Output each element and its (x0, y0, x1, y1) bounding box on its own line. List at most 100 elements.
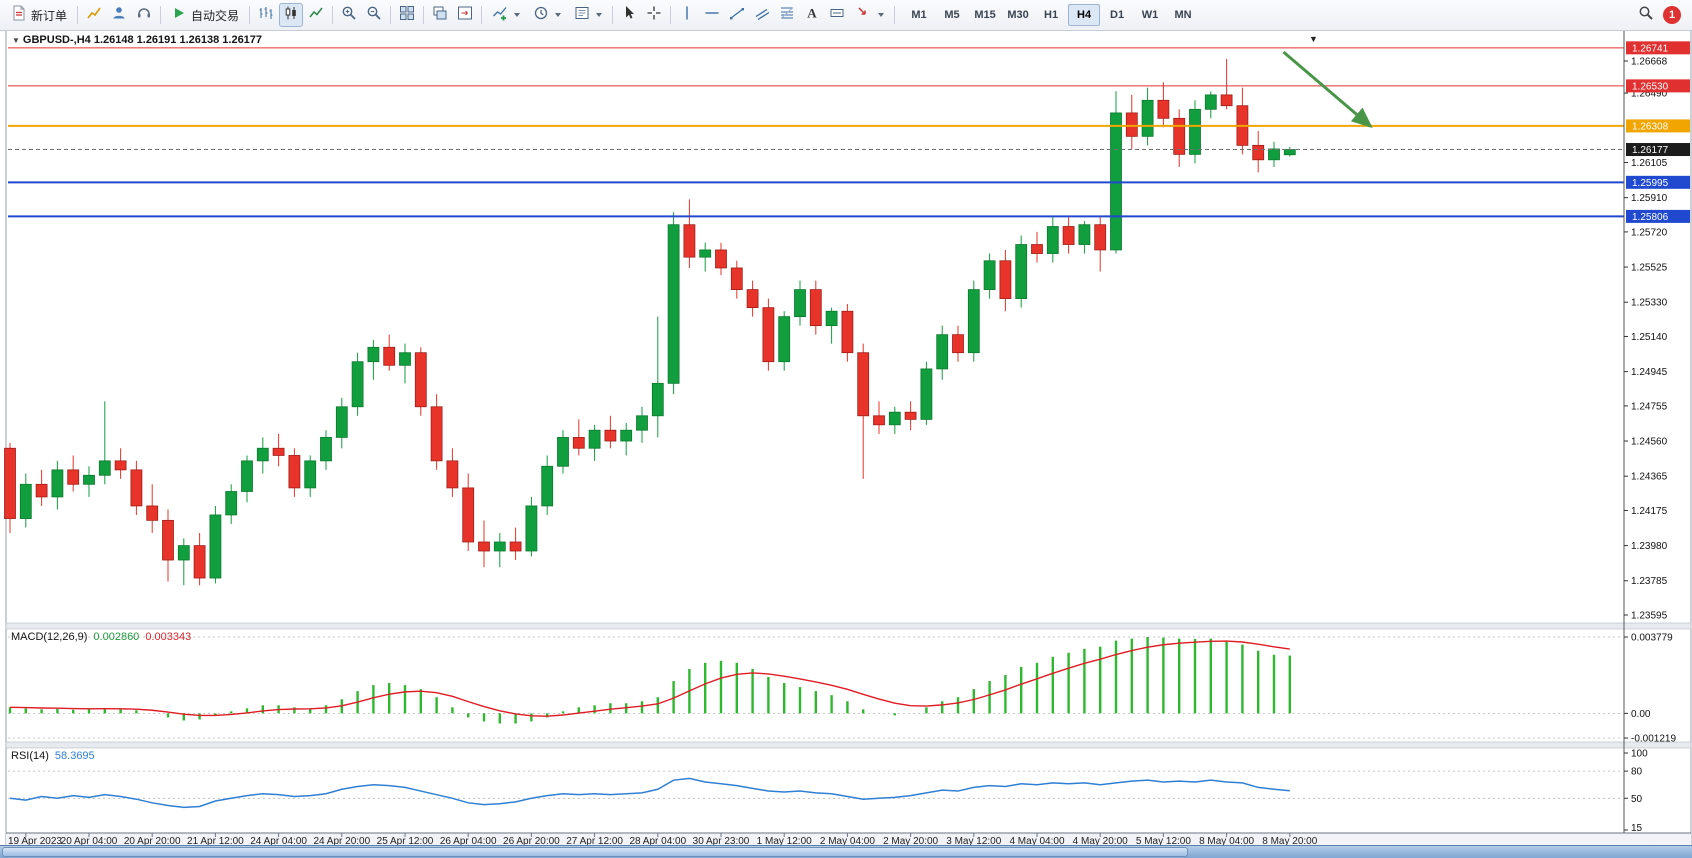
channel-tool-button[interactable] (750, 3, 774, 27)
label-tool-button[interactable] (825, 3, 849, 27)
fibonacci-icon (779, 5, 795, 26)
crosshair-button[interactable] (642, 3, 666, 27)
svg-text:1.24365: 1.24365 (1631, 472, 1668, 483)
shapes-tool-button[interactable] (850, 3, 890, 27)
profile-button[interactable] (107, 3, 131, 27)
horizontal-line-tool-button[interactable] (700, 3, 724, 27)
market-watch-button[interactable] (82, 3, 106, 27)
tile-windows-icon (399, 5, 415, 26)
chart-background (5, 29, 1692, 847)
svg-text:1.24560: 1.24560 (1631, 437, 1668, 448)
svg-text:1.26308: 1.26308 (1632, 121, 1669, 132)
templates-button[interactable] (568, 3, 608, 27)
toolbar-separator (481, 6, 483, 24)
svg-text:100: 100 (1631, 749, 1648, 760)
timeframe-H1[interactable]: H1 (1044, 9, 1059, 21)
svg-text:1.26105: 1.26105 (1631, 158, 1668, 169)
rsi-indicator-label: RSI(14) 58.3695 (11, 750, 95, 762)
price-axis[interactable]: 1.26668 1.26490 1.26105 1.25910 1.25720 1.255… (1623, 30, 1690, 833)
svg-text:1.26490: 1.26490 (1631, 89, 1668, 100)
vertical-line-tool-button[interactable] (675, 3, 699, 27)
zoom-in-button[interactable] (337, 3, 361, 27)
indicators-button[interactable] (486, 3, 526, 27)
rsi-name: RSI(14) (11, 750, 49, 762)
svg-text:25 Apr 12:00: 25 Apr 12:00 (377, 836, 434, 847)
timeframe-MN[interactable]: MN (1174, 9, 1192, 21)
autotrading-button[interactable]: 自动交易 (165, 3, 245, 27)
new-order-label: 新订单 (31, 8, 68, 23)
periods-button[interactable] (527, 3, 567, 27)
timeframe-M1[interactable]: M1 (911, 9, 927, 21)
arrow-shape-icon (856, 5, 872, 26)
chart-shift-icon (457, 5, 473, 26)
trendline-tool-button[interactable] (725, 3, 749, 27)
channel-icon (754, 5, 770, 26)
svg-text:30 Apr 23:00: 30 Apr 23:00 (693, 836, 750, 847)
svg-text:2 May 20:00: 2 May 20:00 (883, 836, 938, 847)
svg-text:20 Apr 04:00: 20 Apr 04:00 (61, 836, 118, 847)
dropdown-caret (596, 13, 603, 17)
notification-badge[interactable]: 1 (1663, 6, 1681, 24)
bar-chart-button[interactable] (254, 3, 278, 27)
cascade-windows-icon (432, 5, 448, 26)
new-order-button[interactable]: 新订单 (5, 3, 73, 27)
svg-text:▼: ▼ (1309, 34, 1318, 44)
dropdown-caret (555, 13, 562, 17)
toolbar-separator (894, 6, 896, 24)
text-tool-button[interactable]: A (800, 3, 824, 27)
timeframe-group: M1 M5 M15 M30 H1 H4 D1 W1 MN (903, 4, 1199, 26)
fibonacci-tool-button[interactable] (775, 3, 799, 27)
horizontal-scrollbar[interactable] (0, 845, 1692, 858)
horizontal-line-icon (704, 5, 720, 26)
svg-text:26 Apr 04:00: 26 Apr 04:00 (440, 836, 497, 847)
zoom-out-button[interactable] (362, 3, 386, 27)
svg-text:27 Apr 12:00: 27 Apr 12:00 (566, 836, 623, 847)
toolbar-separator (390, 6, 392, 24)
search-button[interactable] (1634, 3, 1658, 27)
rsi-value: 58.3695 (54, 750, 95, 762)
macd-signal-value: 0.003343 (145, 631, 192, 643)
search-icon (1638, 5, 1654, 26)
svg-text:8 May 04:00: 8 May 04:00 (1199, 836, 1254, 847)
svg-text:1 May 12:00: 1 May 12:00 (757, 836, 812, 847)
svg-text:1.26530: 1.26530 (1632, 81, 1669, 92)
cursor-button[interactable] (617, 3, 641, 27)
svg-text:1.25525: 1.25525 (1631, 263, 1668, 274)
price-badge (1626, 143, 1690, 157)
chart-shift-button[interactable] (453, 3, 477, 27)
rsi-indicator: 100 80 50 15 (8, 749, 1648, 834)
tile-windows-button[interactable] (395, 3, 419, 27)
toolbar-separator (612, 6, 614, 24)
pane-splitter (5, 622, 1692, 630)
svg-text:1.26668: 1.26668 (1631, 57, 1668, 68)
autotrading-label: 自动交易 (191, 8, 240, 23)
candlestick-series (4, 58, 1296, 586)
svg-text:1.23785: 1.23785 (1631, 576, 1668, 587)
svg-text:2 May 04:00: 2 May 04:00 (820, 836, 875, 847)
chart-collapse-icon: ▼ (12, 36, 20, 45)
pane-splitter (5, 741, 1692, 749)
scrollbar-thumb[interactable] (2, 847, 1189, 857)
svg-text:1.24755: 1.24755 (1631, 401, 1668, 412)
vertical-line-icon (679, 5, 695, 26)
line-chart-button[interactable] (304, 3, 328, 27)
candlestick-chart-button[interactable] (279, 3, 304, 27)
timeframe-M15[interactable]: M15 (974, 9, 996, 21)
timeframe-W1[interactable]: W1 (1141, 9, 1159, 21)
dropdown-caret (878, 13, 885, 17)
cascade-windows-button[interactable] (428, 3, 452, 27)
svg-text:19 Apr 2023: 19 Apr 2023 (8, 836, 62, 847)
arrow-annotation[interactable] (1282, 50, 1373, 129)
timeframe-D1[interactable]: D1 (1110, 9, 1125, 21)
timeframe-M30[interactable]: M30 (1007, 9, 1029, 21)
autotrading-play-icon (171, 5, 187, 26)
svg-text:0.003779: 0.003779 (1631, 633, 1673, 644)
crosshair-icon (646, 5, 662, 26)
timeframe-H4[interactable]: H4 (1068, 4, 1101, 26)
timeframe-M5[interactable]: M5 (944, 9, 960, 21)
support-button[interactable] (132, 3, 156, 27)
svg-text:3 May 12:00: 3 May 12:00 (946, 836, 1001, 847)
